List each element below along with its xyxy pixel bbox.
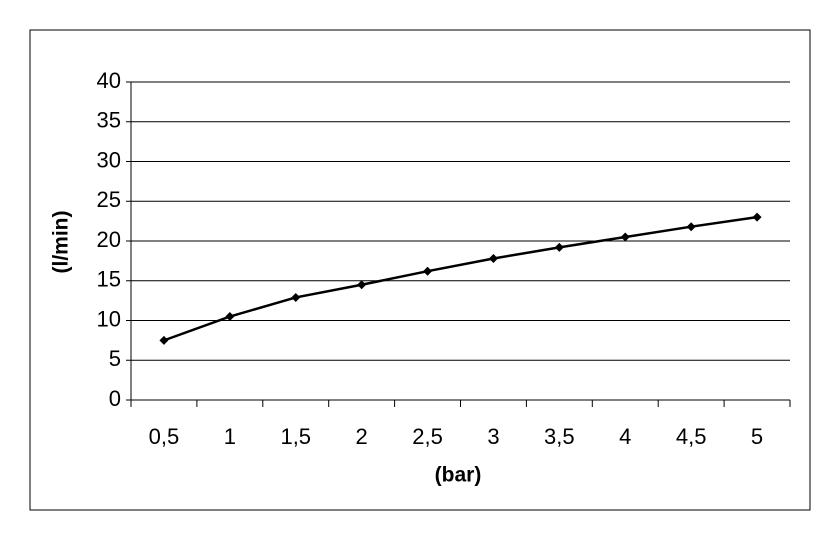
x-tick-label: 4 [619, 424, 631, 449]
data-line [163, 215, 758, 342]
data-marker [620, 232, 630, 242]
data-marker [357, 280, 367, 290]
x-tick-label: 1 [224, 424, 236, 449]
y-tick-label: 0 [109, 386, 121, 411]
x-tick-label: 1,5 [280, 424, 311, 449]
y-tick-label: 10 [97, 306, 121, 331]
data-marker [159, 335, 169, 345]
data-marker [554, 242, 564, 252]
x-axis-title: (bar) [435, 464, 482, 487]
x-tick-label: 2 [356, 424, 368, 449]
y-axis-title: (l/min) [50, 211, 73, 274]
x-tick-label: 0,5 [149, 424, 180, 449]
y-tick-label: 5 [109, 346, 121, 371]
y-tick-label: 25 [97, 187, 121, 212]
y-tick-label: 30 [97, 147, 121, 172]
y-tick-label: 15 [97, 267, 121, 292]
y-tick-label: 20 [97, 227, 121, 252]
data-marker [225, 312, 235, 322]
x-tick-label: 3,5 [544, 424, 575, 449]
x-tick-label: 2,5 [412, 424, 443, 449]
y-tick-label: 35 [97, 108, 121, 133]
data-marker [488, 253, 498, 263]
chart-border [29, 29, 811, 511]
data-marker [423, 266, 433, 276]
data-marker [686, 222, 696, 232]
data-marker [291, 292, 301, 302]
x-tick-label: 4,5 [676, 424, 707, 449]
y-tick-label: 40 [97, 68, 121, 93]
x-tick-label: 3 [487, 424, 499, 449]
data-marker [752, 212, 762, 222]
x-tick-label: 5 [751, 424, 763, 449]
